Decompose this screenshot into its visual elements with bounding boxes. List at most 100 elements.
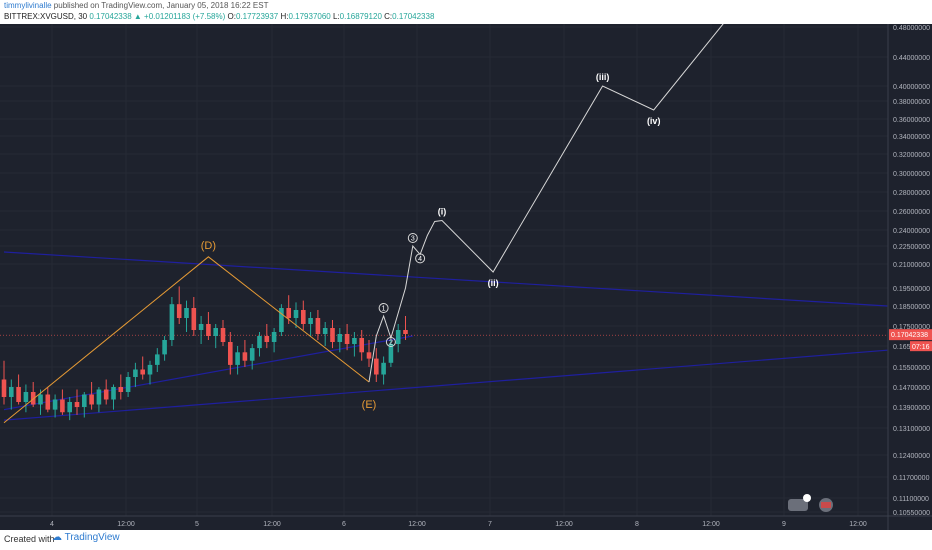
time-tick-label: 12:00 bbox=[555, 521, 573, 528]
candle-body bbox=[125, 377, 131, 392]
candle-body bbox=[206, 324, 211, 336]
countdown-tag-label: 07:16 bbox=[912, 344, 930, 351]
candle-body bbox=[286, 308, 291, 318]
high-label: H: bbox=[280, 12, 289, 21]
wave-label: (ii) bbox=[488, 278, 499, 288]
price-tick-label: 0.11700000 bbox=[893, 475, 930, 482]
abcde-line bbox=[3, 256, 370, 424]
brand-text: TradingView bbox=[64, 532, 120, 543]
price-tick-label: 0.28000000 bbox=[893, 190, 930, 197]
chart-header: timmylivinalle published on TradingView.… bbox=[0, 0, 932, 24]
last-price: 0.17042338 bbox=[89, 12, 132, 21]
candle-body bbox=[184, 308, 189, 318]
price-tick-label: 0.32000000 bbox=[893, 152, 930, 159]
price-tick-label: 0.21000000 bbox=[893, 262, 930, 269]
publish-line: timmylivinalle published on TradingView.… bbox=[4, 1, 268, 10]
close-label: C: bbox=[384, 12, 393, 21]
countdown-tag-bg bbox=[910, 341, 932, 352]
price-tick-label: 0.38000000 bbox=[893, 99, 930, 106]
candle-body bbox=[395, 330, 401, 344]
wave-line bbox=[368, 19, 728, 383]
price-tick-label: 0.48000000 bbox=[893, 25, 930, 32]
time-axis[interactable]: 4 12:00 5 12:00 6 12:00 7 12:00 8 12:00 9 12:00 bbox=[50, 521, 867, 528]
price-tick-label: 0.34000000 bbox=[893, 134, 930, 141]
candle-body bbox=[9, 387, 14, 397]
tradingview-logo[interactable]: ☁ TradingView bbox=[52, 532, 120, 543]
price-tick-label: 0.40000000 bbox=[893, 84, 930, 91]
wave-marker bbox=[407, 233, 418, 243]
wave-marker-label: 4 bbox=[418, 256, 422, 263]
elliott-wave-path: 1 2 3 4 (i) (ii) (iii) (iv) bbox=[368, 19, 728, 383]
chart-background bbox=[0, 24, 932, 530]
trendlines bbox=[0, 251, 888, 421]
candle-body bbox=[279, 308, 284, 332]
candle-body bbox=[301, 310, 306, 324]
time-tick-label: 9 bbox=[782, 521, 786, 528]
trendline bbox=[3, 349, 888, 421]
badge-icon bbox=[803, 494, 811, 502]
candle-body bbox=[249, 348, 255, 361]
time-tick-label: 12:00 bbox=[702, 521, 720, 528]
abcde-pattern: (D) (E) bbox=[3, 240, 377, 424]
candle-body bbox=[1, 379, 7, 397]
price-tick-label: 0.11100000 bbox=[893, 496, 929, 503]
wave-marker-label: 1 bbox=[382, 306, 386, 313]
candle-body bbox=[337, 334, 343, 342]
wave-marker bbox=[415, 253, 426, 264]
time-tick-label: 12:00 bbox=[849, 521, 867, 528]
time-tick-label: 5 bbox=[195, 521, 199, 528]
time-tick-label: 12:00 bbox=[408, 521, 426, 528]
author-link[interactable]: timmylivinalle bbox=[4, 1, 52, 10]
created-with-text: Created with bbox=[4, 534, 55, 544]
high-value: 0.17937060 bbox=[288, 12, 331, 21]
price-change: +0.01201183 (+7.58%) bbox=[144, 12, 226, 21]
candle-body bbox=[264, 336, 270, 342]
price-tick-label: 0.17500000 bbox=[893, 324, 930, 331]
chart-area[interactable]: (D) (E) 1 2 3 4 (i) (ii) (iii) (iv) 0.48000000 0.… bbox=[0, 19, 932, 530]
last-price-tag-label: 0.17042338 bbox=[891, 332, 928, 339]
candle-body bbox=[23, 392, 29, 402]
candle-body bbox=[403, 330, 408, 334]
candle-body bbox=[16, 387, 21, 402]
price-axis[interactable]: 0.48000000 0.44000000 0.40000000 0.38000000… bbox=[893, 25, 930, 517]
candle-body bbox=[133, 369, 138, 377]
candle-body bbox=[38, 394, 43, 405]
last-price-tag-bg bbox=[889, 329, 932, 341]
wave-marker-label: 3 bbox=[411, 236, 415, 243]
candle-body bbox=[374, 358, 379, 375]
candle-body bbox=[52, 399, 58, 410]
wave-label: (iii) bbox=[596, 72, 610, 82]
candle-body bbox=[388, 344, 394, 363]
candle-body bbox=[220, 328, 226, 342]
chart-toolbar-icons bbox=[788, 494, 833, 512]
price-tick-label: 0.18500000 bbox=[893, 304, 930, 311]
price-tick-label: 0.15500000 bbox=[893, 365, 930, 372]
candle-body bbox=[169, 304, 175, 340]
price-tick-label: 0.36000000 bbox=[893, 117, 930, 124]
price-tick-label: 0.13100000 bbox=[893, 426, 930, 433]
candle-body bbox=[308, 318, 313, 324]
candle-body bbox=[242, 352, 248, 361]
candle-body bbox=[257, 336, 262, 349]
abcde-label: (E) bbox=[362, 399, 377, 411]
candle-body bbox=[213, 328, 218, 336]
low-label: L: bbox=[332, 12, 340, 21]
price-tick-label: 0.19500000 bbox=[893, 286, 930, 293]
trendline bbox=[3, 251, 888, 307]
trendline bbox=[3, 335, 413, 411]
candle-body bbox=[176, 304, 182, 318]
price-tick-label: 0.10550000 bbox=[893, 510, 930, 517]
candles bbox=[1, 286, 408, 421]
candle-body bbox=[155, 354, 160, 365]
price-tick-label: 0.14700000 bbox=[893, 385, 930, 392]
candle-body bbox=[96, 389, 102, 405]
low-value: 0.16879120 bbox=[339, 12, 382, 21]
symbol-line: BITTREX:XVGUSD, 30 0.17042338 ▲ +0.01201… bbox=[4, 12, 434, 21]
candle-body bbox=[140, 369, 145, 375]
compare-icon[interactable] bbox=[788, 499, 808, 511]
price-tick-label: 0.22500000 bbox=[893, 244, 930, 251]
candle-body bbox=[162, 340, 167, 355]
price-tick-label: 0.24000000 bbox=[893, 228, 930, 235]
price-tick-label: 0.30000000 bbox=[893, 171, 930, 178]
